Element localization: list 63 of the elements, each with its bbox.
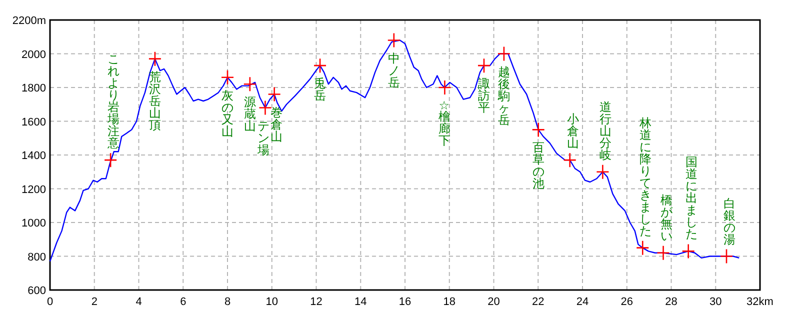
- x-tick-label: 18: [443, 296, 456, 308]
- point: [532, 122, 545, 138]
- y-tick-label: 800: [28, 251, 46, 264]
- x-tick-label: 12: [310, 296, 322, 308]
- annotation: 白銀の湯: [723, 196, 736, 246]
- annotation: 国道に出ました: [685, 155, 698, 242]
- x-tick-label: 22: [532, 296, 544, 308]
- annotation: テン場: [256, 118, 270, 157]
- annotation: 小倉山: [566, 112, 579, 150]
- annotation: 兎岳: [314, 76, 326, 103]
- x-tick-label: 16: [398, 296, 412, 308]
- annotation: 荒沢岳山頂: [148, 70, 161, 132]
- annotation: 中ノ岳: [388, 51, 400, 90]
- annotation: 諏訪平: [478, 76, 490, 115]
- annotation: これより岩場注意: [106, 52, 120, 150]
- annotation: 橋が無い: [660, 192, 674, 243]
- y-tick-label: 2200m: [12, 15, 46, 27]
- point: [387, 32, 401, 48]
- point: [258, 100, 272, 116]
- y-tick-label: 1400: [22, 150, 46, 162]
- y-tick-label: 1600: [22, 116, 46, 128]
- x-tick-label: 32km: [746, 296, 774, 308]
- y-tick-label: 600: [28, 285, 46, 297]
- point: [438, 80, 452, 96]
- x-tick-label: 6: [180, 296, 186, 308]
- x-tick-label: 4: [136, 296, 142, 308]
- x-tick-label: 8: [224, 296, 231, 308]
- annotation: 林道に降りてきました: [638, 116, 652, 238]
- annotation: 道行山分岐: [600, 100, 612, 162]
- y-tick-label: 1800: [22, 82, 46, 94]
- annotation: 越後駒ヶ岳: [496, 64, 510, 127]
- x-tick-label: 30: [710, 296, 722, 308]
- point: [243, 76, 257, 92]
- y-tick-label: 1000: [22, 218, 46, 230]
- x-tick-label: 10: [266, 296, 278, 308]
- point: [720, 248, 734, 264]
- point: [148, 51, 162, 66]
- annotation: ☆檜廊下: [438, 98, 451, 148]
- point: [636, 240, 650, 256]
- point: [104, 152, 118, 168]
- annotation: 源蔵山: [244, 95, 256, 134]
- x-tick-label: 24: [576, 296, 589, 308]
- point: [268, 86, 281, 102]
- point: [656, 245, 670, 261]
- point: [220, 70, 234, 86]
- point: [682, 244, 695, 259]
- point: [596, 164, 610, 180]
- annotation: 灰の又山: [222, 88, 234, 138]
- x-tick-label: 0: [46, 296, 54, 308]
- line-series: [49, 40, 740, 262]
- annotation: 百草の池: [532, 140, 544, 191]
- point: [563, 152, 577, 168]
- point: [497, 46, 511, 62]
- y-tick-label: 2000: [22, 48, 46, 61]
- y-tick-label: 1200: [22, 184, 46, 196]
- point: [313, 58, 327, 74]
- point: [477, 58, 491, 74]
- x-tick-label: 20: [488, 296, 500, 308]
- x-tick-label: 14: [354, 296, 367, 308]
- x-tick-label: 26: [620, 296, 633, 308]
- x-tick-label: 28: [665, 296, 678, 308]
- x-tick-label: 2: [91, 296, 98, 308]
- annotation: 巻倉山: [270, 105, 282, 144]
